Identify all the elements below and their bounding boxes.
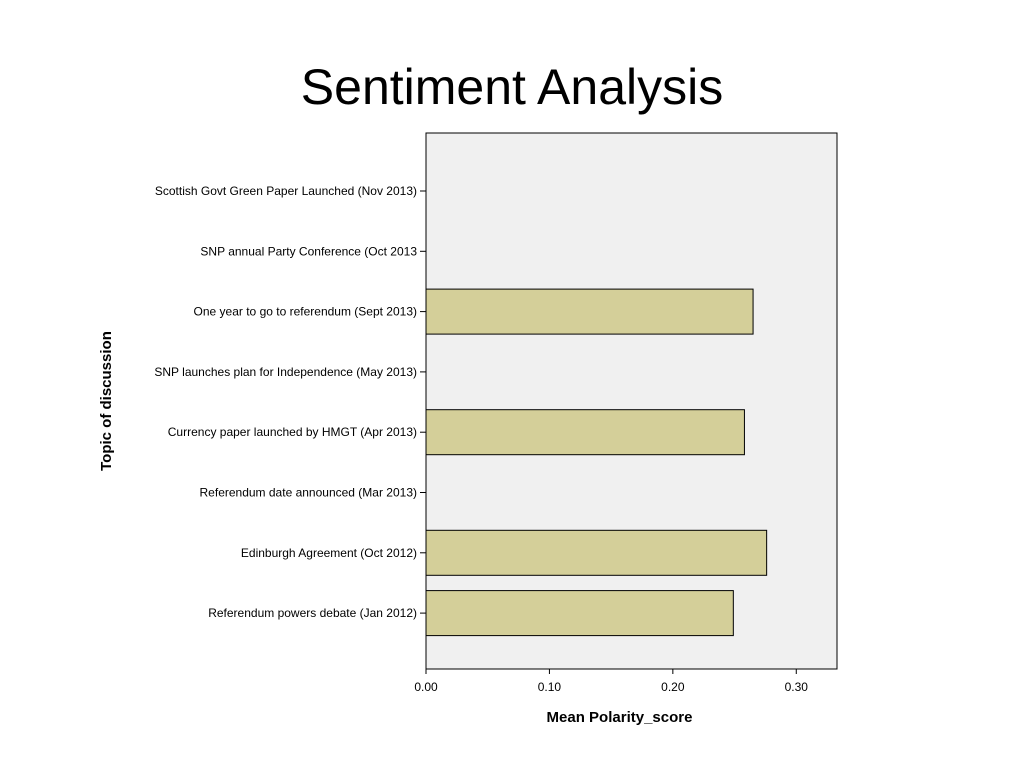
slide-title: Sentiment Analysis [300, 59, 724, 115]
x-axis-title: Mean Polarity_score [547, 709, 693, 726]
bars-layer [425, 288, 768, 637]
y-axis-title: Topic of discussion [98, 331, 115, 471]
bar [425, 409, 745, 456]
bar [425, 590, 734, 637]
y-tick-label: Referendum powers debate (Jan 2012) [208, 606, 417, 620]
y-tick-label: Scottish Govt Green Paper Launched (Nov … [155, 184, 417, 198]
x-tick-label: 0.20 [661, 680, 685, 694]
y-tick-label: SNP annual Party Conference (Oct 2013 [200, 244, 417, 258]
y-tick-label: SNP launches plan for Independence (May … [154, 365, 417, 379]
x-tick-label: 0.30 [785, 680, 809, 694]
y-tick-label: Edinburgh Agreement (Oct 2012) [241, 546, 417, 560]
y-tick-label: Referendum date announced (Mar 2013) [200, 486, 417, 500]
bar [425, 529, 768, 576]
x-axis: 0.00 0.10 0.20 0.30 [414, 669, 808, 694]
y-tick-label: One year to go to referendum (Sept 2013) [194, 305, 417, 319]
plot-area [425, 132, 838, 670]
x-tick-label: 0.10 [538, 680, 562, 694]
y-tick-label: Currency paper launched by HMGT (Apr 201… [168, 425, 417, 439]
bar [425, 288, 754, 335]
y-axis: Scottish Govt Green Paper Launched (Nov … [154, 184, 426, 620]
x-tick-label: 0.00 [414, 680, 438, 694]
